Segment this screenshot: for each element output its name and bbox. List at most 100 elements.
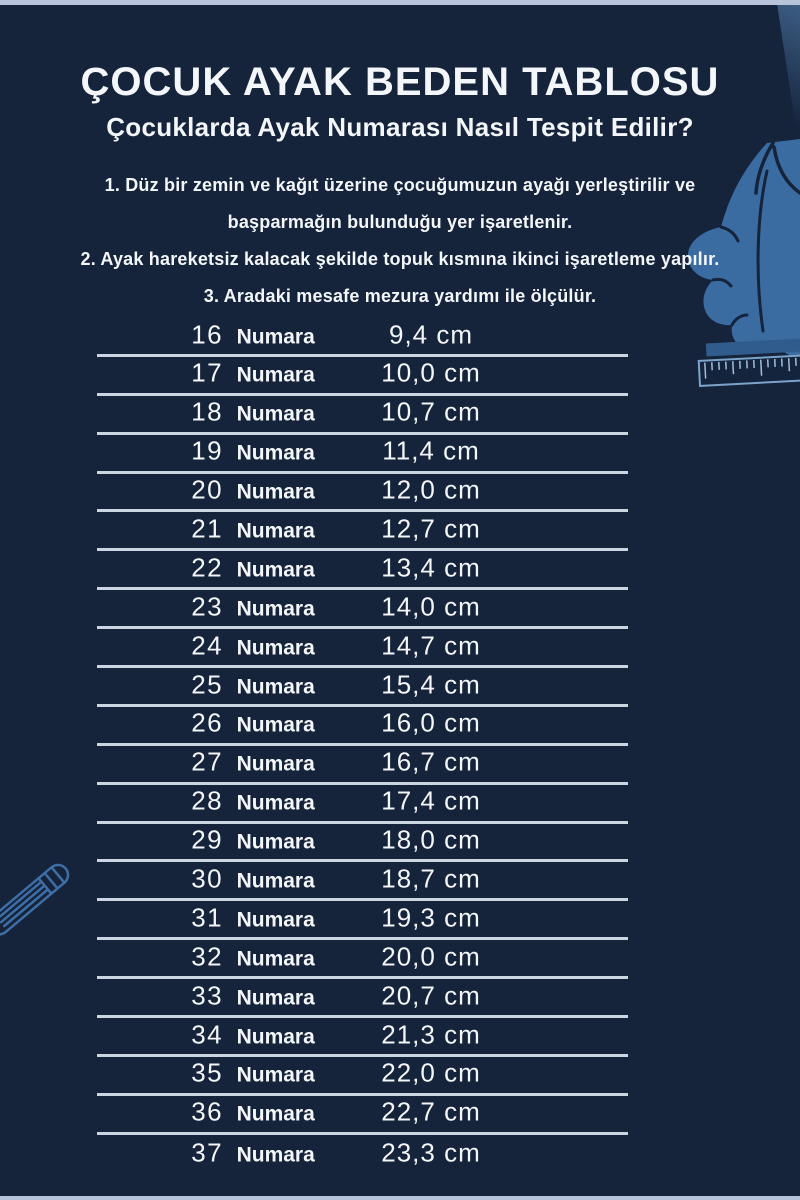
row-size-number: 17 — [191, 357, 224, 388]
row-size: 23 Numara — [121, 591, 385, 622]
row-size-label: Numara — [236, 752, 315, 776]
row-size-number: 31 — [191, 902, 224, 933]
table-row: 19 Numara 11,4 cm — [97, 435, 628, 474]
row-size-number: 36 — [191, 1096, 224, 1127]
foot-ruler-illustration-icon — [687, 139, 800, 387]
row-size: 35 Numara — [121, 1058, 385, 1089]
row-size: 20 Numara — [121, 475, 385, 506]
row-size-label: Numara — [236, 986, 315, 1010]
row-size-label: Numara — [236, 1025, 315, 1049]
table-row: 18 Numara 10,7 cm — [97, 396, 628, 435]
row-size: 28 Numara — [121, 786, 385, 817]
row-length: 22,7 cm — [381, 1096, 481, 1127]
row-size: 18 Numara — [121, 397, 385, 428]
row-size: 30 Numara — [121, 863, 385, 894]
row-size: 32 Numara — [121, 941, 385, 972]
row-size-label: Numara — [236, 325, 315, 348]
table-row: 35 Numara 22,0 cm — [97, 1057, 628, 1096]
row-size-number: 34 — [191, 1019, 224, 1050]
table-row: 25 Numara 15,4 cm — [97, 668, 628, 707]
row-size: 33 Numara — [121, 980, 385, 1011]
row-size-label: Numara — [236, 675, 315, 699]
row-length: 13,4 cm — [381, 552, 481, 583]
row-size-label: Numara — [236, 1143, 315, 1167]
row-size: 19 Numara — [121, 436, 385, 467]
table-row: 20 Numara 12,0 cm — [97, 474, 628, 513]
row-size-label: Numara — [236, 713, 315, 737]
row-size-number: 16 — [191, 319, 224, 349]
ruler-icon — [697, 338, 800, 387]
row-length: 10,7 cm — [381, 396, 481, 427]
row-length: 18,7 cm — [381, 863, 481, 894]
row-size-label: Numara — [236, 791, 315, 815]
row-size-number: 27 — [191, 746, 224, 777]
row-size: 26 Numara — [121, 708, 385, 739]
row-size-label: Numara — [236, 636, 315, 660]
row-size-number: 32 — [191, 941, 224, 972]
table-row: 36 Numara 22,7 cm — [97, 1096, 628, 1135]
row-size: 22 Numara — [121, 552, 385, 583]
row-size-label: Numara — [236, 1102, 315, 1126]
row-size: 25 Numara — [121, 669, 385, 700]
table-row: 17 Numara 10,0 cm — [97, 357, 628, 396]
row-size-number: 20 — [191, 474, 224, 505]
table-row: 22 Numara 13,4 cm — [97, 551, 628, 591]
row-size-label: Numara — [236, 519, 315, 543]
row-size-number: 24 — [191, 630, 224, 661]
foot-icon — [687, 139, 800, 357]
row-length: 18,0 cm — [381, 824, 481, 855]
row-size: 21 Numara — [121, 513, 385, 544]
row-length: 10,0 cm — [381, 357, 481, 388]
row-size-number: 35 — [191, 1057, 224, 1088]
row-size: 37 Numara — [121, 1137, 385, 1168]
row-size-number: 19 — [191, 435, 224, 466]
table-row: 16 Numara 9,4 cm — [97, 318, 628, 357]
row-size-label: Numara — [236, 363, 315, 387]
table-row: 30 Numara 18,7 cm — [97, 862, 628, 902]
table-row: 27 Numara 16,7 cm — [97, 746, 628, 785]
row-size: 16 Numara — [121, 319, 385, 350]
row-length: 17,4 cm — [381, 785, 481, 816]
row-size-number: 33 — [191, 980, 224, 1011]
row-length: 9,4 cm — [388, 319, 474, 349]
row-size-label: Numara — [236, 558, 315, 582]
row-size-number: 21 — [191, 513, 224, 544]
row-size-label: Numara — [236, 480, 315, 504]
row-length: 20,7 cm — [381, 980, 481, 1011]
table-row: 31 Numara 19,3 cm — [97, 901, 628, 941]
row-length: 14,7 cm — [381, 630, 481, 661]
row-size-label: Numara — [236, 947, 315, 971]
row-size-label: Numara — [236, 441, 315, 465]
instruction-line-1: 1. Düz bir zemin ve kağıt üzerine çocuğu… — [104, 175, 696, 195]
instruction-line-2: 2. Ayak hareketsiz kalacak şekilde topuk… — [80, 249, 720, 269]
row-size-number: 30 — [191, 863, 224, 894]
table-row: 33 Numara 20,7 cm — [97, 979, 628, 1019]
row-size-label: Numara — [236, 1063, 315, 1087]
row-size-label: Numara — [236, 908, 315, 932]
row-length: 15,4 cm — [381, 669, 481, 700]
row-length: 23,3 cm — [381, 1137, 481, 1168]
row-length: 12,0 cm — [381, 474, 481, 505]
instruction-line-1-wrap: başparmağın bulunduğu yer işaretlenir. — [227, 212, 573, 232]
row-length: 14,0 cm — [381, 591, 481, 622]
table-row: 24 Numara 14,7 cm — [97, 629, 628, 669]
row-size: 29 Numara — [121, 825, 385, 856]
row-size-number: 25 — [191, 669, 224, 700]
row-length: 16,0 cm — [381, 707, 481, 738]
page-subtitle: Çocuklarda Ayak Numarası Nasıl Tespit Ed… — [106, 112, 694, 142]
row-size: 27 Numara — [121, 747, 385, 778]
row-size-number: 22 — [191, 552, 224, 583]
row-size-number: 23 — [191, 591, 224, 622]
row-size: 24 Numara — [121, 630, 385, 661]
table-row: 29 Numara 18,0 cm — [97, 824, 628, 863]
table-row: 21 Numara 12,7 cm — [97, 512, 628, 552]
row-size-label: Numara — [236, 869, 315, 893]
instructions-block: 1. Düz bir zemin ve kağıt üzerine çocuğu… — [0, 167, 800, 315]
size-table-body: 16 Numara 9,4 cm 17 Numara 10,0 cm 18 Nu… — [97, 318, 628, 1174]
row-length: 19,3 cm — [381, 902, 481, 933]
instruction-line-3: 3. Aradaki mesafe mezura yardımı ile ölç… — [203, 286, 597, 306]
row-size-number: 28 — [191, 785, 224, 816]
table-row: 37 Numara 23,3 cm — [97, 1135, 628, 1174]
row-length: 11,4 cm — [382, 435, 480, 466]
row-size: 17 Numara — [121, 358, 385, 389]
